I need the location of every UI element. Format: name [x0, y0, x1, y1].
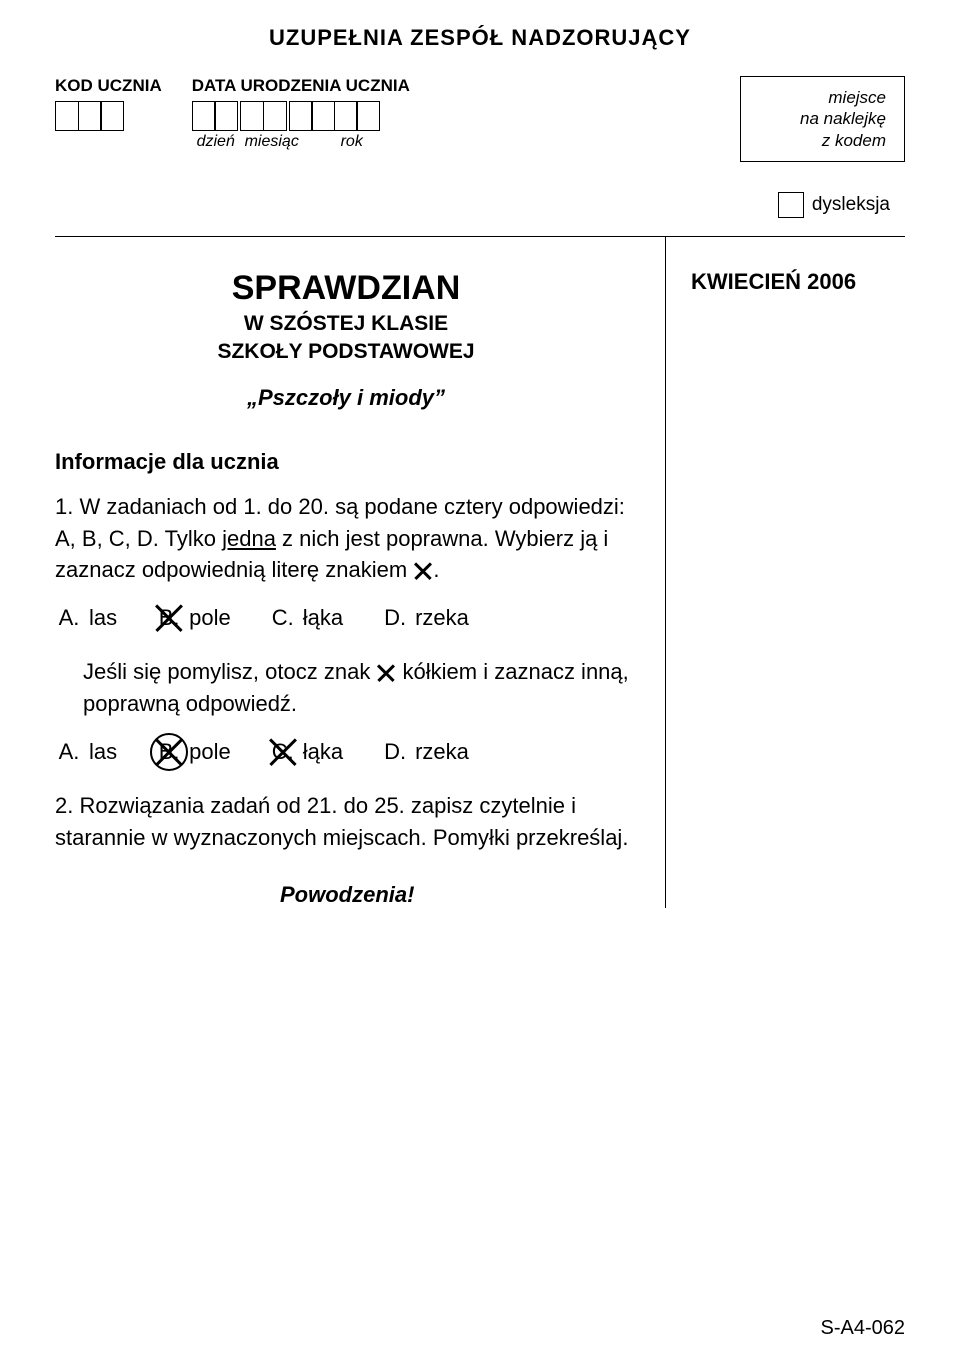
opt-B-word-2: pole — [189, 739, 231, 765]
instr-1: 1. W zadaniach od 1. do 20. są podane cz… — [55, 491, 637, 587]
date-sub-row: dzień miesiąc rok — [192, 133, 410, 151]
left-col: SPRAWDZIAN W SZÓSTEJ KLASIE SZKOŁY PODST… — [55, 237, 665, 908]
data-block: DATA URODZENIA UCZNIA dzień miesiąc rok — [192, 76, 410, 151]
opt-B-1: B. pole — [155, 604, 231, 632]
opt-C-letter: C. — [272, 605, 294, 631]
opt-A-word: las — [89, 605, 117, 631]
instr-2: Jeśli się pomylisz, otocz znak kółkiem i… — [55, 656, 637, 720]
subtitle2: SZKOŁY PODSTAWOWEJ — [217, 340, 474, 363]
quote-title: „Pszczoły i miody” — [55, 385, 637, 411]
x-symbol-icon — [413, 561, 433, 581]
dysleksja-label: dysleksja — [812, 194, 890, 216]
opt-B-letter: B. — [159, 605, 180, 631]
options-row-1: A. las B. pole C. łąka D. rzeka — [55, 604, 637, 632]
options-row-2: A. las B. pole C. łąka D. rze — [55, 738, 637, 766]
two-col: SPRAWDZIAN W SZÓSTEJ KLASIE SZKOŁY PODST… — [55, 236, 905, 908]
opt-C-word-2: łąka — [303, 739, 343, 765]
opt-D-letter-2: D. — [384, 739, 406, 765]
right-date: KWIECIEŃ 2006 — [691, 269, 905, 295]
opt-B-word: pole — [189, 605, 231, 631]
right-col: KWIECIEŃ 2006 — [665, 237, 905, 908]
sub-title: W SZÓSTEJ KLASIE SZKOŁY PODSTAWOWEJ — [55, 310, 637, 367]
date-boxes[interactable] — [192, 101, 410, 131]
sticker-line1: miejsce — [828, 87, 886, 108]
opt-C-word: łąka — [303, 605, 343, 631]
miesiac-label: miesiąc — [240, 133, 304, 151]
opt-A-letter-2: A. — [59, 739, 80, 765]
header-row: KOD UCZNIA DATA URODZENIA UCZNIA dzień m… — [55, 76, 905, 162]
opt-B-2: B. pole — [155, 738, 231, 766]
instr2a: Jeśli się pomylisz, otocz znak — [83, 659, 376, 684]
footer-code: S-A4-062 — [821, 1317, 906, 1340]
data-label: DATA URODZENIA UCZNIA — [192, 76, 410, 96]
opt-B-letter-2: B. — [159, 739, 180, 765]
instr-3: 2. Rozwiązania zadań od 21. do 25. zapis… — [55, 790, 637, 854]
top-title: UZUPEŁNIA ZESPÓŁ NADZORUJĄCY — [55, 25, 905, 51]
sticker-box: miejsce na naklejkę z kodem — [740, 76, 905, 162]
opt-D-word: rzeka — [415, 605, 469, 631]
dzien-label: dzień — [192, 133, 240, 151]
kod-boxes[interactable] — [55, 101, 162, 131]
powodzenia: Powodzenia! — [55, 882, 637, 908]
dysleksja-checkbox[interactable] — [778, 192, 804, 218]
opt-A-2: A. las — [55, 738, 117, 766]
opt-D-letter: D. — [384, 605, 406, 631]
info-head: Informacje dla ucznia — [55, 449, 637, 475]
opt-C-1: C. łąka — [269, 604, 343, 632]
opt-C-letter-2: C. — [272, 739, 294, 765]
opt-D-1: D. rzeka — [381, 604, 469, 632]
x-symbol-icon-2 — [376, 663, 396, 683]
opt-A-letter: A. — [59, 605, 80, 631]
instr1c: . — [433, 557, 439, 582]
dysleksja-row: dysleksja — [55, 192, 905, 218]
kod-block: KOD UCZNIA — [55, 76, 162, 131]
opt-C-2: C. łąka — [269, 738, 343, 766]
sticker-line3: z kodem — [822, 130, 886, 151]
instr1-under: jedna — [222, 526, 276, 551]
main-title: SPRAWDZIAN — [55, 269, 637, 308]
kod-label: KOD UCZNIA — [55, 76, 162, 96]
sticker-line2: na naklejkę — [800, 108, 886, 129]
opt-A-1: A. las — [55, 604, 117, 632]
rok-label: rok — [304, 133, 400, 151]
opt-D-2: D. rzeka — [381, 738, 469, 766]
opt-A-word-2: las — [89, 739, 117, 765]
opt-D-word-2: rzeka — [415, 739, 469, 765]
subtitle1: W SZÓSTEJ KLASIE — [244, 312, 448, 335]
